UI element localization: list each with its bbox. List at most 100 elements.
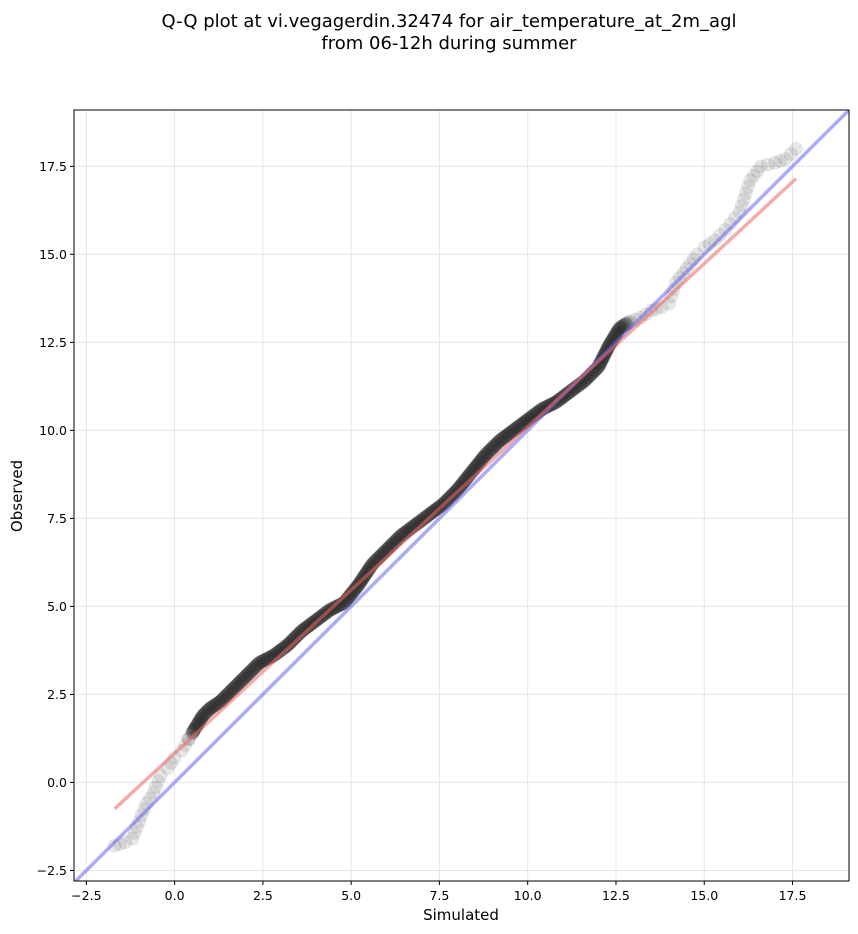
quantile-point: [241, 666, 256, 681]
quantile-point: [218, 689, 233, 704]
quantile-point: [224, 683, 239, 698]
quantile-point: [472, 455, 487, 470]
quantile-point: [192, 713, 207, 728]
reference-line: [74, 110, 849, 881]
y-tick-label: 7.5: [47, 511, 67, 526]
x-tick-label: −2.5: [71, 888, 101, 903]
fit-line: [113, 177, 798, 811]
quantile-point: [743, 173, 758, 188]
quantile-point: [491, 435, 506, 450]
quantile-point: [496, 431, 511, 446]
quantile-point: [205, 699, 220, 714]
quantile-point: [423, 506, 438, 521]
quantile-point: [507, 422, 522, 437]
quantile-point: [253, 655, 268, 670]
quantile-point: [210, 696, 225, 711]
quantile-point: [750, 164, 765, 179]
quantile-point: [330, 599, 345, 614]
quantile-point: [240, 667, 255, 682]
quantile-point: [209, 697, 224, 712]
quantile-point: [505, 424, 520, 439]
quantile-point: [151, 774, 166, 789]
quantile-point: [248, 659, 263, 674]
quantile-point: [481, 444, 496, 459]
quantile-point: [222, 685, 237, 700]
quantile-point: [753, 159, 768, 174]
quantile-point: [220, 687, 235, 702]
quantile-point: [501, 427, 516, 442]
quantile-point: [500, 428, 515, 443]
gridlines: [74, 110, 849, 881]
quantile-point: [488, 437, 503, 452]
quantile-point: [244, 663, 259, 678]
quantile-point: [453, 479, 468, 494]
quantile-point: [767, 155, 782, 170]
quantile-point: [198, 706, 213, 721]
plot-frame: [73, 109, 850, 882]
x-tick-label: 12.5: [602, 888, 630, 903]
x-tick-label: 10.0: [514, 888, 542, 903]
quantile-point: [202, 701, 217, 716]
quantile-point: [425, 504, 440, 519]
quantile-point: [303, 617, 318, 632]
quantile-point: [255, 654, 270, 669]
quantile-point: [226, 681, 241, 696]
quantile-point: [234, 673, 249, 688]
quantile-point: [256, 653, 271, 668]
quantile-point: [259, 652, 274, 667]
quantile-point: [773, 154, 788, 169]
quantile-point: [212, 695, 227, 710]
quantile-point: [760, 157, 775, 172]
quantile-point: [195, 709, 210, 724]
quantile-point: [221, 686, 236, 701]
quantile-point: [230, 678, 245, 693]
quantile-point: [741, 179, 756, 194]
quantile-point: [477, 449, 492, 464]
quantile-point: [132, 814, 147, 829]
quantile-point: [679, 261, 694, 276]
quantile-point: [219, 688, 234, 703]
quantile-point: [301, 619, 316, 634]
x-tick-label: 5.0: [341, 888, 361, 903]
quantile-point: [612, 321, 627, 336]
quantile-point: [455, 476, 470, 491]
quantile-point: [246, 661, 261, 676]
quantile-point: [235, 672, 250, 687]
quantile-point: [498, 429, 513, 444]
quantile-point: [616, 318, 631, 333]
x-tick-label: 17.5: [779, 888, 807, 903]
y-tick-label: −2.5: [37, 863, 67, 878]
quantile-point: [227, 680, 242, 695]
quantile-point: [502, 426, 517, 441]
quantile-point: [487, 438, 502, 453]
quantile-point: [245, 662, 260, 677]
quantile-point: [734, 198, 749, 213]
quantile-point: [208, 697, 223, 712]
quantile-point: [560, 386, 575, 401]
quantile-point: [233, 674, 248, 689]
quantile-point: [615, 319, 630, 334]
quantile-point: [305, 616, 320, 631]
y-axis-label: Observed: [8, 460, 26, 532]
x-tick-label: 7.5: [429, 888, 449, 903]
quantile-point: [347, 583, 362, 598]
quantile-point: [746, 168, 761, 183]
quantile-point: [783, 147, 798, 162]
quantile-point: [107, 838, 122, 853]
chart-subtitle: from 06-12h during summer: [321, 33, 577, 54]
quantile-point: [125, 831, 140, 846]
quantile-point: [789, 141, 804, 156]
quantile-point: [492, 433, 507, 448]
y-tick-label: 12.5: [39, 335, 67, 350]
quantile-point: [137, 802, 152, 817]
quantile-point: [479, 446, 494, 461]
quantile-point: [199, 705, 214, 720]
quantile-point: [738, 186, 753, 201]
quantile-point: [214, 693, 229, 708]
quantile-point: [228, 679, 243, 694]
quantile-point: [237, 670, 252, 685]
y-tick-label: 15.0: [39, 247, 67, 262]
quantile-point: [473, 454, 488, 469]
quantile-point: [197, 707, 212, 722]
